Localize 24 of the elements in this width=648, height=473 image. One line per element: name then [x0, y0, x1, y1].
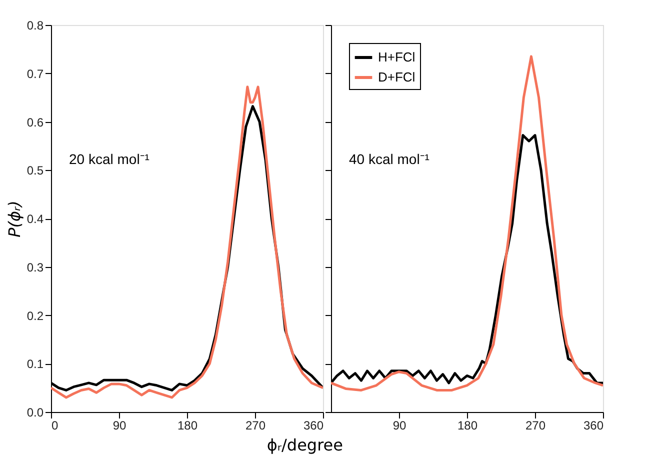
x-tick-label: 270	[245, 418, 266, 432]
x-tick-label: 180	[457, 418, 478, 432]
y-tick-label: 0.2	[26, 308, 44, 323]
y-tick-label: 0.3	[26, 260, 44, 274]
y-tick-label: 0.8	[26, 18, 44, 32]
x-tick-label: 360	[303, 418, 324, 432]
annotation: 40 kcal mol⁻¹	[349, 151, 430, 167]
legend-label: H+FCl	[378, 50, 416, 64]
x-tick-label: 360	[583, 418, 604, 432]
y-tick-label: 0.4	[26, 212, 44, 226]
y-tick-label: 0.1	[26, 357, 44, 372]
x-axis-title: ϕᵣ/degree	[266, 436, 343, 454]
x-tick-label: 0	[52, 418, 58, 432]
x-tick-label: 180	[177, 418, 198, 432]
y-axis-title: P(ϕᵣ)	[4, 200, 24, 238]
annotation: 20 kcal mol⁻¹	[69, 151, 150, 167]
y-tick-label: 0.6	[26, 115, 44, 130]
y-tick-label: 0.7	[26, 66, 44, 81]
x-tick-label: 90	[112, 418, 126, 432]
legend-label: D+FCl	[378, 70, 416, 84]
y-tick-label: 0.0	[26, 406, 44, 420]
y-tick-label: 0.5	[26, 164, 44, 178]
x-tick-label: 270	[525, 418, 546, 432]
x-tick-label: 90	[392, 418, 406, 432]
